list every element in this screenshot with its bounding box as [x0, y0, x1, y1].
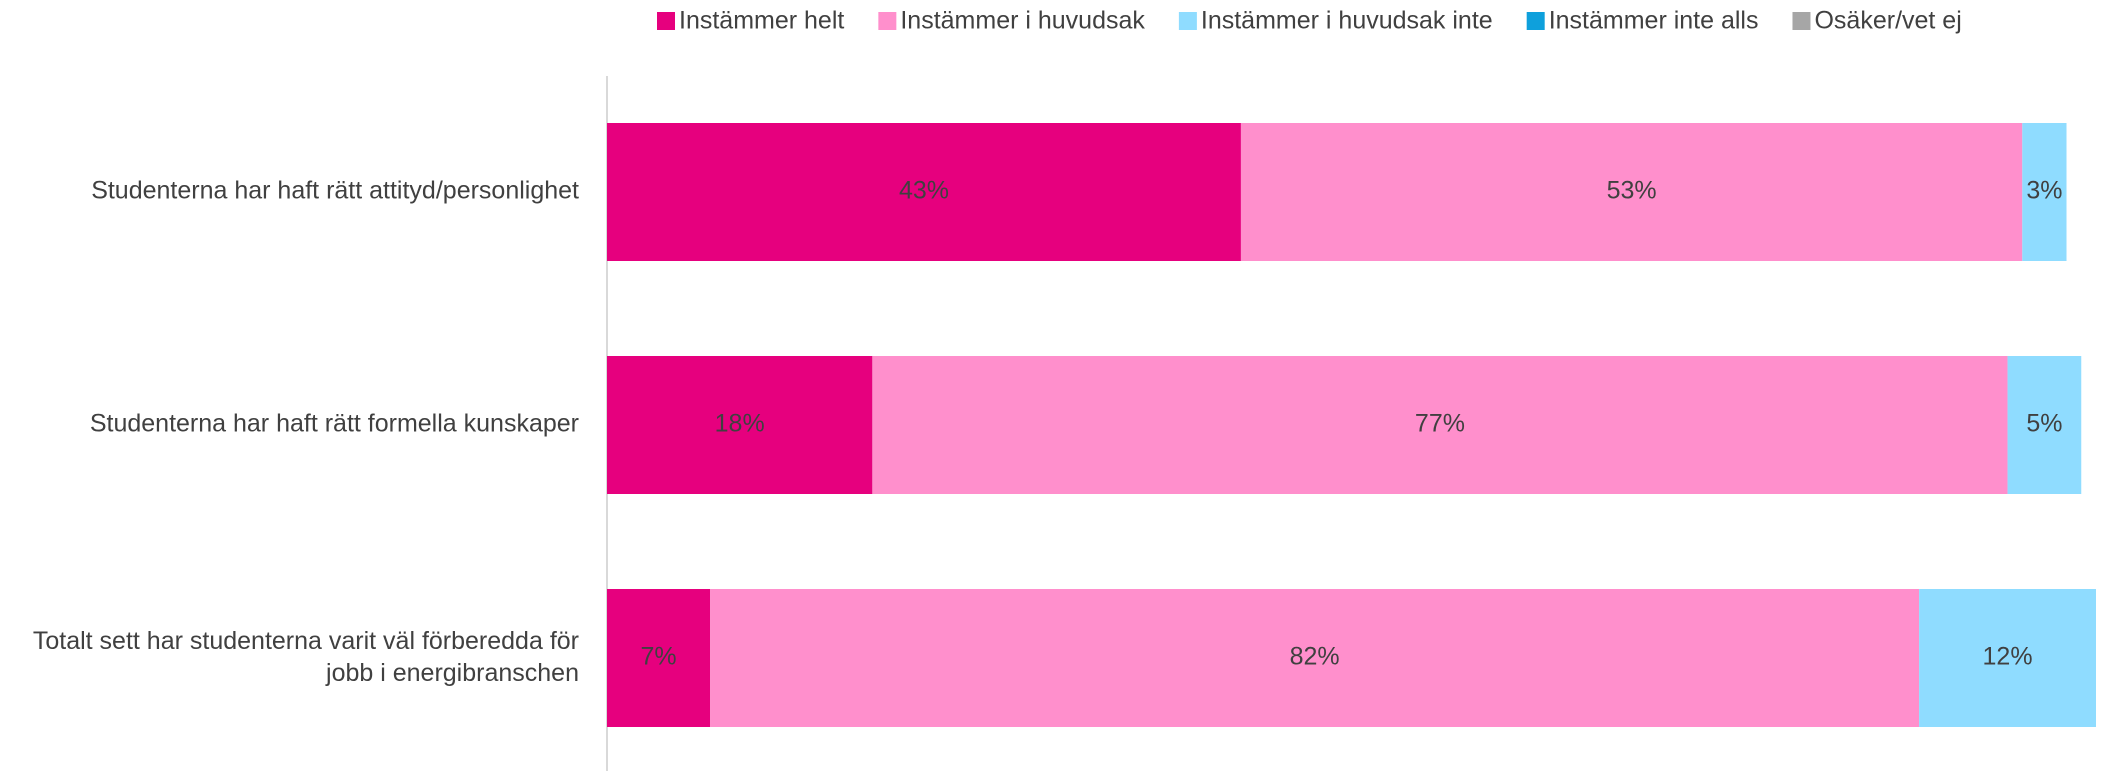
legend-label: Instämmer helt	[679, 7, 844, 35]
bar-segment	[607, 123, 1241, 261]
bar-segment	[872, 356, 2008, 494]
legend-swatch	[1792, 12, 1811, 30]
data-label: 7%	[641, 643, 677, 671]
category-line: Totalt sett har studenterna varit väl fö…	[33, 627, 579, 655]
data-label: 12%	[1983, 643, 2033, 671]
category-label: Totalt sett har studenterna varit väl fö…	[33, 627, 579, 687]
legend-label: Osäker/vet ej	[1814, 7, 1961, 35]
data-label: 3%	[2026, 177, 2062, 205]
bar-segment	[2007, 356, 2082, 494]
data-label: 43%	[899, 177, 949, 205]
data-label: 5%	[2026, 410, 2062, 438]
category-label: Studenterna har haft rätt formella kunsk…	[90, 410, 579, 438]
legend-swatch	[657, 12, 675, 30]
legend-label: Instämmer i huvudsak inte	[1201, 7, 1493, 35]
data-label: 53%	[1607, 177, 1657, 205]
bar-segment	[607, 356, 873, 494]
bar-segment	[1240, 123, 2023, 261]
legend-label: Instämmer i huvudsak	[900, 7, 1145, 35]
bar-segment	[607, 589, 711, 727]
bar-segment	[710, 589, 1920, 727]
legend-swatch	[1526, 12, 1545, 30]
bar-segment	[2022, 123, 2067, 261]
data-label: 18%	[715, 410, 765, 438]
legend-swatch	[1178, 12, 1197, 30]
data-label: 77%	[1415, 410, 1465, 438]
legend-swatch	[878, 12, 897, 30]
data-label: 82%	[1290, 643, 1340, 671]
legend-label: Instämmer inte alls	[1549, 7, 1759, 35]
category-label: Studenterna har haft rätt attityd/person…	[91, 177, 579, 205]
bar-segment	[1919, 589, 2096, 727]
category-line: jobb i energibranschen	[325, 659, 579, 687]
